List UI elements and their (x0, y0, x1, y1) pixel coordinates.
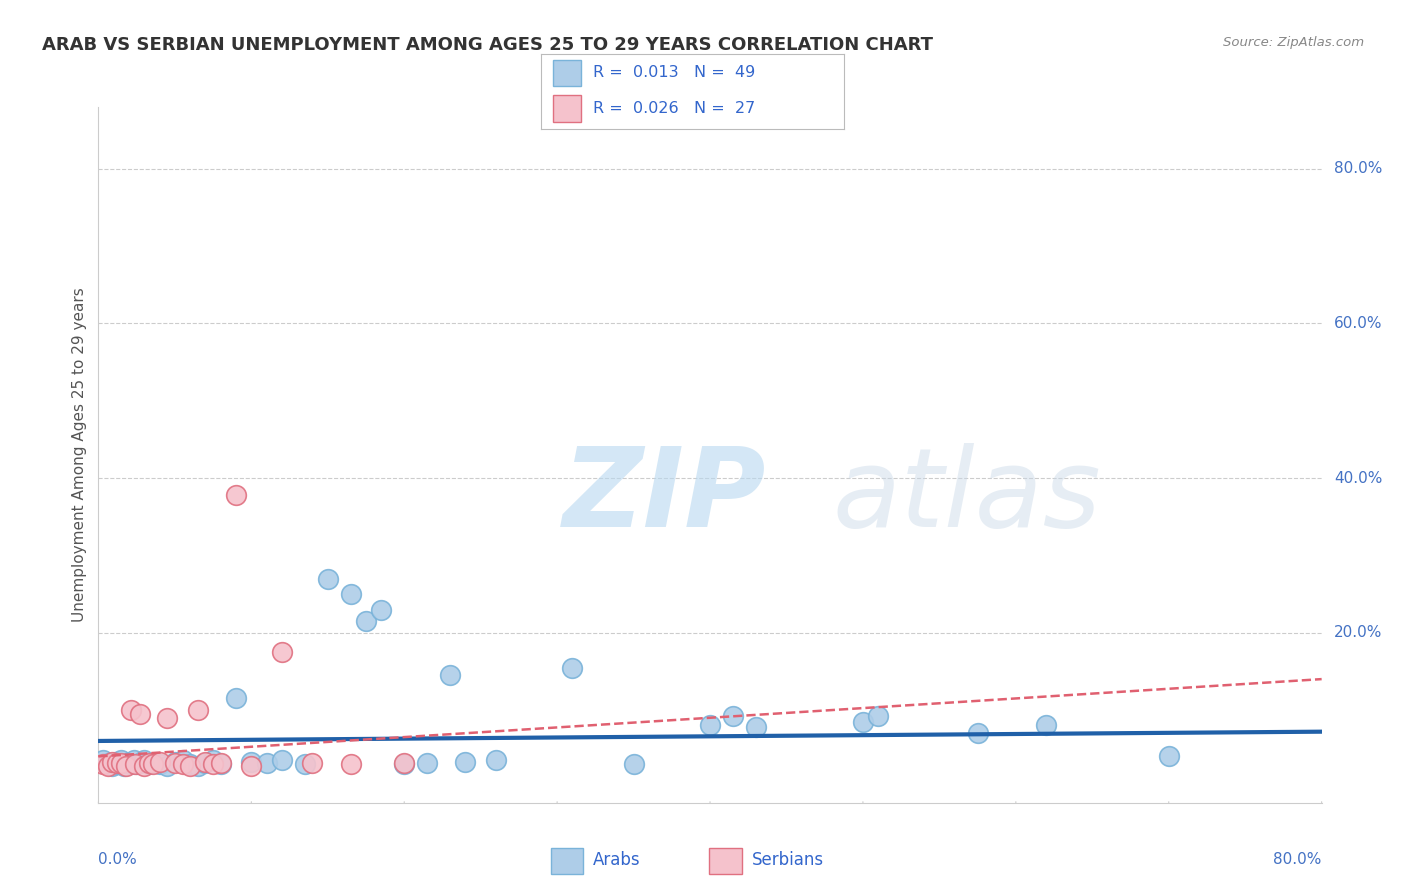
Point (101, 755, 124, 769)
Point (745, 720, 768, 734)
Point (115, 758, 138, 772)
Point (142, 757, 165, 772)
Point (194, 755, 217, 769)
Point (149, 757, 172, 772)
Text: R =  0.026   N =  27: R = 0.026 N = 27 (593, 101, 755, 116)
Text: 80.0%: 80.0% (1334, 161, 1382, 177)
Point (1157, 749, 1180, 764)
Point (117, 756, 139, 770)
Point (156, 711, 179, 725)
Point (125, 757, 148, 772)
Point (156, 758, 179, 772)
Point (294, 757, 316, 772)
Point (124, 757, 146, 772)
Point (120, 757, 142, 772)
Point (256, 756, 278, 770)
Point (163, 756, 186, 770)
Text: 60.0%: 60.0% (1334, 316, 1382, 331)
Point (91, 753, 114, 767)
Point (852, 714, 875, 729)
Point (110, 753, 132, 767)
Point (225, 691, 247, 706)
Point (104, 755, 127, 769)
Point (416, 756, 439, 770)
Point (120, 703, 142, 717)
Point (966, 726, 988, 740)
Point (138, 757, 160, 772)
Point (202, 753, 225, 767)
Point (110, 756, 132, 770)
Text: Serbians: Serbians (751, 851, 824, 869)
Point (1035, 718, 1057, 732)
Point (270, 753, 292, 767)
Bar (710, 848, 742, 873)
Point (623, 757, 645, 772)
Point (105, 756, 128, 770)
Point (270, 645, 292, 659)
Point (112, 758, 135, 772)
Point (354, 614, 377, 628)
Point (94, 757, 117, 772)
Point (392, 756, 416, 770)
Text: ZIP: ZIP (564, 443, 766, 550)
Point (225, 488, 247, 502)
Point (209, 756, 232, 770)
Text: 0.0%: 0.0% (98, 852, 138, 866)
Text: ARAB VS SERBIAN UNEMPLOYMENT AMONG AGES 25 TO 29 YEARS CORRELATION CHART: ARAB VS SERBIAN UNEMPLOYMENT AMONG AGES … (42, 36, 934, 54)
Point (122, 753, 145, 767)
Text: Arabs: Arabs (593, 851, 641, 869)
Point (98, 756, 121, 770)
Point (179, 758, 201, 772)
Point (316, 572, 339, 586)
Point (240, 758, 263, 772)
Bar (551, 848, 583, 873)
Point (91, 757, 114, 772)
Point (97, 758, 120, 772)
Point (301, 756, 323, 770)
Bar (554, 95, 581, 122)
Point (439, 668, 461, 682)
Point (128, 756, 150, 770)
Point (699, 718, 721, 732)
Point (392, 757, 416, 772)
Point (561, 660, 583, 674)
Point (187, 758, 209, 772)
Point (179, 757, 201, 772)
Point (868, 709, 890, 723)
Point (172, 753, 194, 767)
Point (149, 755, 172, 769)
Point (138, 756, 160, 770)
Point (134, 753, 156, 767)
Point (454, 755, 477, 769)
Point (721, 709, 744, 723)
Text: 20.0%: 20.0% (1334, 625, 1382, 640)
Point (339, 757, 361, 772)
Point (172, 757, 194, 772)
Text: Source: ZipAtlas.com: Source: ZipAtlas.com (1223, 36, 1364, 49)
Point (142, 756, 165, 770)
Point (163, 755, 186, 769)
Point (339, 587, 361, 601)
Point (187, 703, 209, 717)
Point (209, 757, 232, 772)
Y-axis label: Unemployment Among Ages 25 to 29 years: Unemployment Among Ages 25 to 29 years (72, 287, 87, 623)
Point (107, 757, 129, 772)
Point (370, 602, 392, 616)
Text: 40.0%: 40.0% (1334, 471, 1382, 485)
Point (128, 706, 150, 721)
Point (202, 757, 225, 772)
Point (134, 758, 156, 772)
Point (194, 756, 217, 770)
Text: 80.0%: 80.0% (1274, 852, 1322, 866)
Text: R =  0.013   N =  49: R = 0.013 N = 49 (593, 65, 755, 80)
Text: atlas: atlas (832, 443, 1101, 550)
Point (485, 753, 508, 767)
Point (240, 755, 263, 769)
Bar (554, 60, 581, 87)
Point (101, 758, 124, 772)
